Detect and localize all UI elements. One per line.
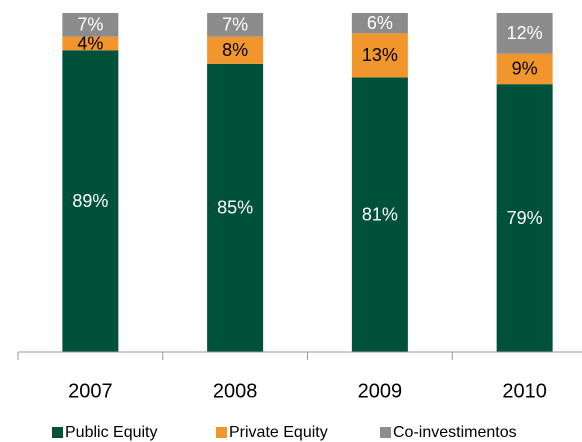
data-label: 79% — [507, 208, 543, 228]
bar-segment — [496, 84, 553, 352]
x-tick-label: 2009 — [358, 380, 403, 402]
legend-label: Co-investimentos — [393, 424, 517, 441]
bar-segment — [207, 63, 264, 352]
x-tick-label: 2008 — [213, 380, 258, 402]
data-label: 8% — [222, 40, 248, 60]
bar-segment — [207, 36, 264, 64]
data-label: 7% — [77, 15, 103, 35]
legend-swatch — [216, 427, 227, 438]
data-label: 7% — [222, 15, 248, 35]
bar-segment — [62, 50, 119, 352]
data-label: 81% — [362, 204, 398, 224]
bar-segment — [207, 13, 264, 37]
x-tick-label: 2007 — [68, 380, 113, 402]
legend-swatch — [380, 427, 391, 438]
bar-segment — [62, 36, 119, 51]
legend-swatch — [52, 427, 63, 438]
data-label: 9% — [512, 59, 538, 79]
data-label: 13% — [362, 45, 398, 65]
bar-segment — [351, 13, 408, 34]
data-label: 4% — [77, 33, 103, 53]
bar-segment — [351, 77, 408, 352]
x-tick-label: 2010 — [502, 380, 547, 402]
data-label: 89% — [72, 191, 108, 211]
data-label: 85% — [217, 198, 253, 218]
data-label: 12% — [507, 23, 543, 43]
bar-segment — [62, 13, 119, 37]
legend-label: Private Equity — [229, 424, 328, 441]
legend-label: Public Equity — [65, 424, 158, 441]
data-label: 6% — [367, 13, 393, 33]
bar-segment — [496, 13, 553, 54]
bar-segment — [496, 53, 553, 85]
bar-segment — [351, 33, 408, 78]
